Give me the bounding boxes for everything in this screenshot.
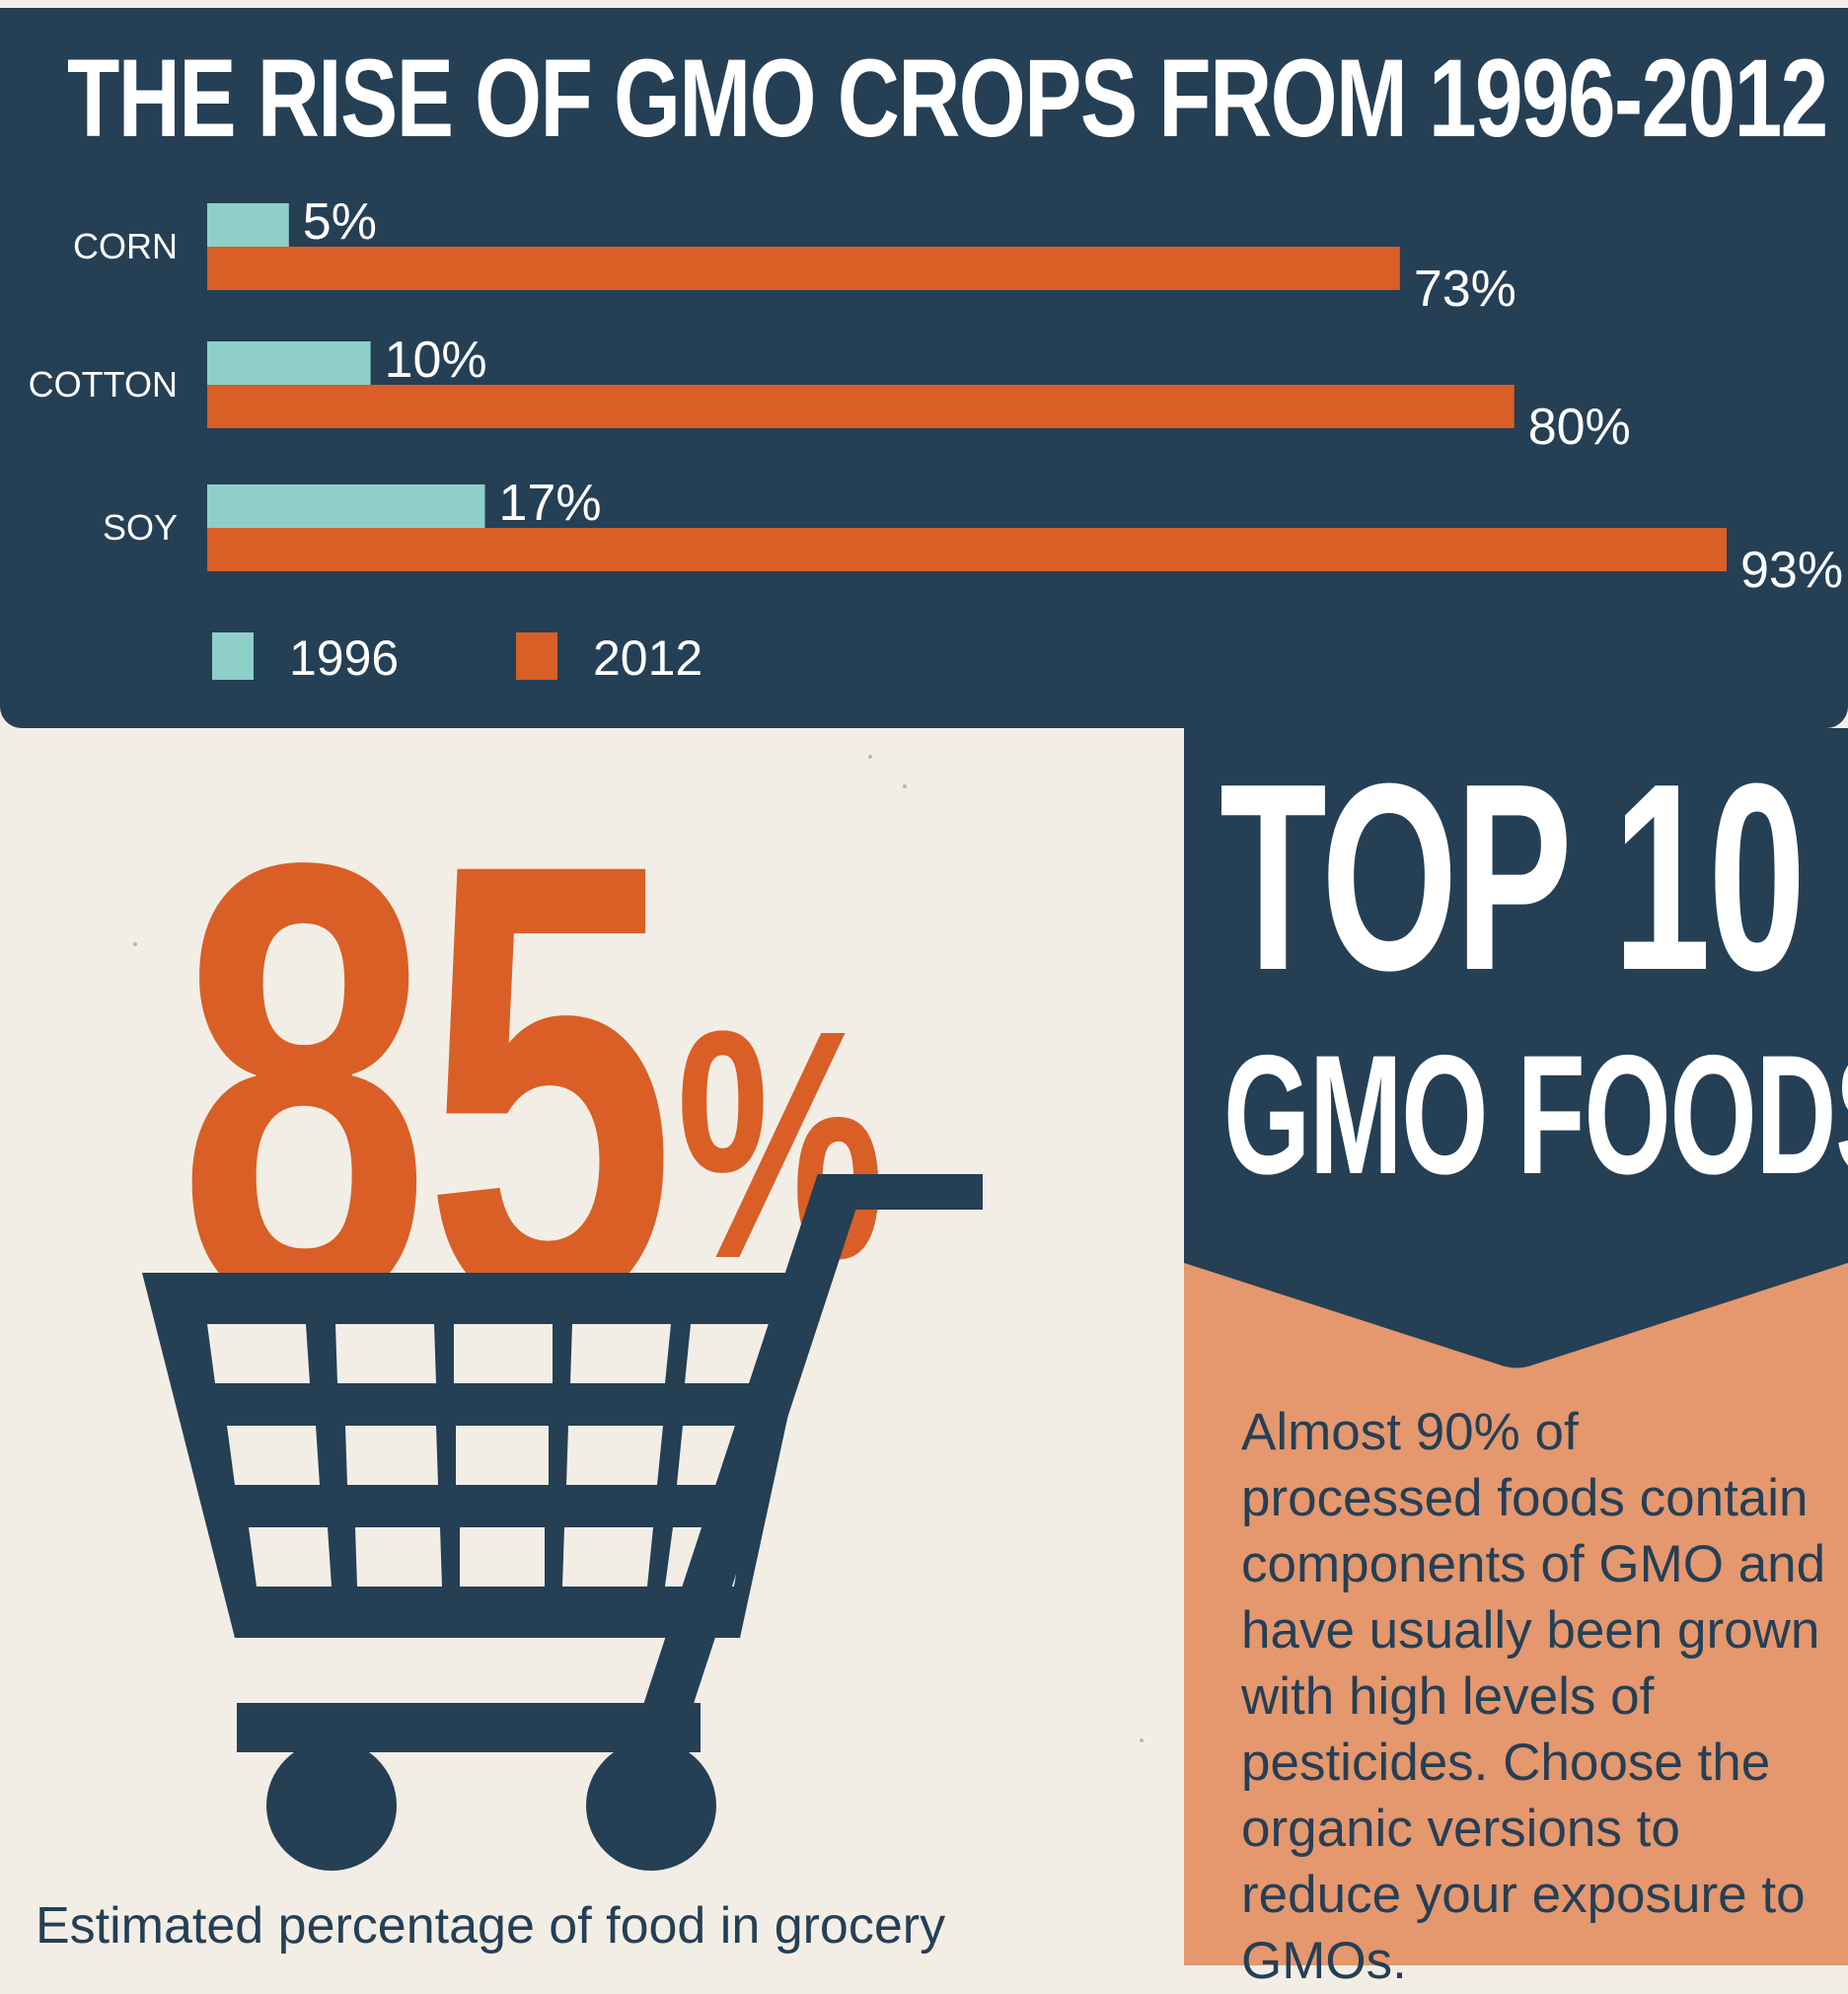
bar-2012-soy	[207, 528, 1727, 571]
legend-label: 2012	[593, 630, 702, 686]
category-label: CORN	[73, 226, 178, 266]
data-label: 80%	[1528, 399, 1631, 456]
data-label: 5%	[303, 193, 377, 251]
bar-2012-corn	[207, 247, 1400, 290]
stat-caption: Estimated percentage of food in grocery	[36, 1897, 946, 1955]
bar-chart: CORN 5% 73% COTTON 10% 80% SOY 17% 93% 1996 2012	[29, 193, 1843, 686]
card-title-line1: TOP 10	[1220, 729, 1806, 1026]
data-label: 10%	[385, 332, 487, 389]
texture-speck	[868, 755, 872, 759]
card-banner	[1184, 728, 1848, 1368]
card-title-line2: GMO FOODS	[1223, 1020, 1848, 1210]
shopping-cart-icon	[142, 1174, 983, 1871]
legend-swatch-2012	[516, 632, 557, 680]
legend-label: 1996	[289, 630, 399, 686]
data-label: 17%	[499, 475, 602, 532]
card-body-text: Almost 90% of processed foods contain co…	[1241, 1403, 1826, 1990]
bar-1996-cotton	[207, 341, 371, 385]
bar-1996-corn	[207, 203, 289, 247]
bar-1996-soy	[207, 484, 485, 528]
legend-swatch-1996	[212, 632, 254, 680]
texture-speck	[1140, 1738, 1144, 1742]
data-label: 93%	[1740, 542, 1843, 599]
data-label: 73%	[1414, 260, 1516, 318]
category-label: SOY	[103, 507, 178, 548]
texture-speck	[133, 942, 137, 946]
bar-2012-cotton	[207, 385, 1515, 428]
category-label: COTTON	[29, 364, 178, 405]
stat-percent-sign: %	[676, 962, 884, 1326]
texture-speck	[903, 784, 907, 788]
